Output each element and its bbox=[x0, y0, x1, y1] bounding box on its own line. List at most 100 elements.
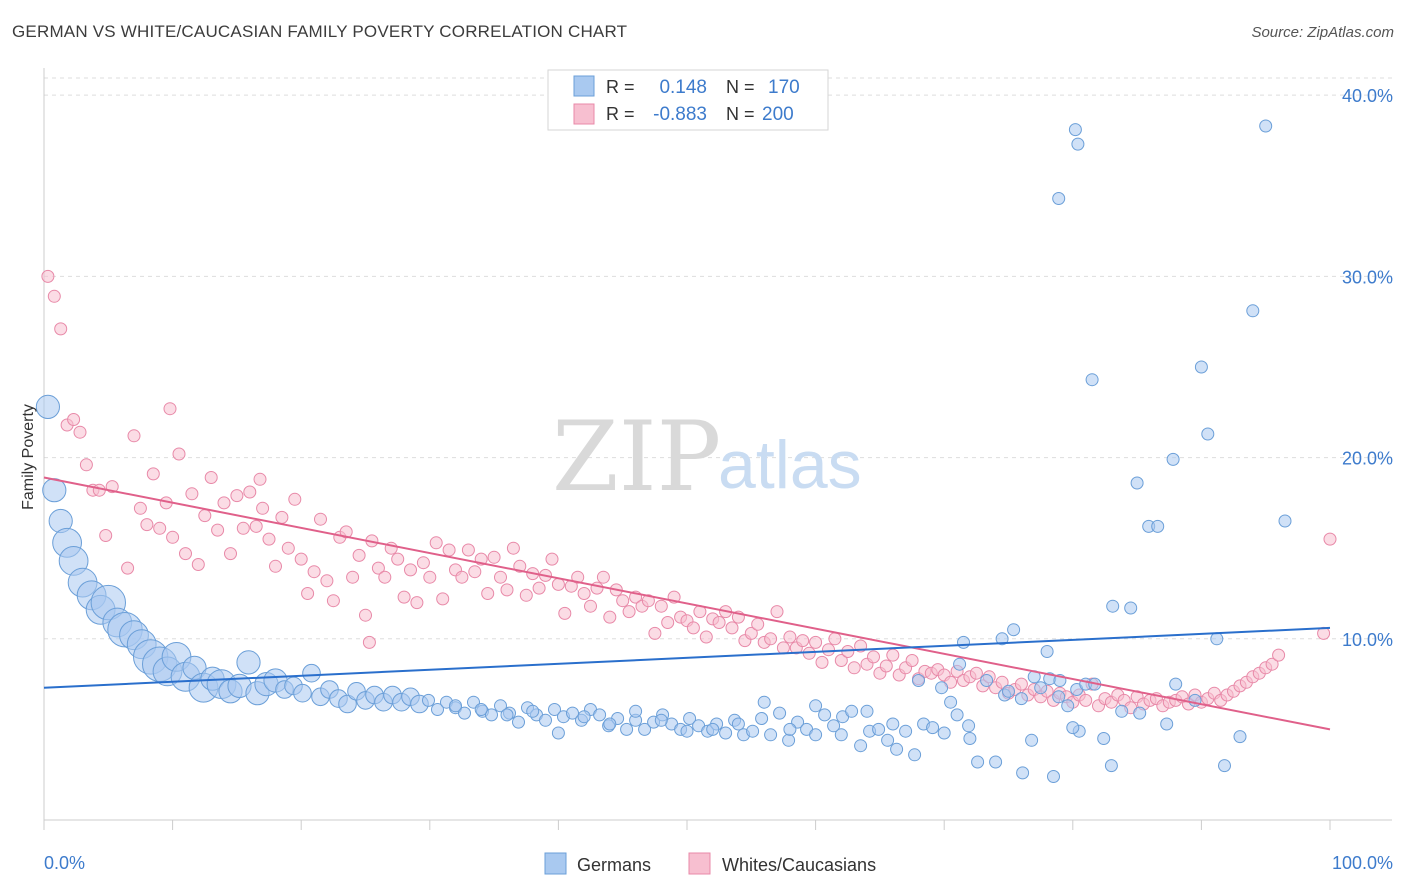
x-tick-label-0: 0.0% bbox=[44, 853, 85, 873]
bottom-legend-swatch-germans bbox=[544, 852, 567, 875]
whites-point-45 bbox=[339, 525, 353, 539]
germans-point-121 bbox=[1115, 704, 1129, 718]
germans-point-122 bbox=[1124, 601, 1138, 615]
whites-point-21 bbox=[185, 487, 199, 501]
whites-point-83 bbox=[584, 599, 597, 613]
whites-point-57 bbox=[416, 556, 430, 570]
germans-point-143 bbox=[757, 695, 771, 709]
germans-point-168 bbox=[1246, 304, 1260, 318]
whites-point-129 bbox=[879, 659, 893, 673]
legend-n-label-2: N = bbox=[726, 104, 755, 124]
whites-point-85 bbox=[596, 570, 610, 584]
whites-point-84 bbox=[590, 581, 604, 595]
germans-point-51 bbox=[485, 708, 498, 722]
legend-r-value-2: -0.883 bbox=[653, 104, 707, 125]
whites-point-46 bbox=[346, 570, 360, 584]
germans-point-146 bbox=[680, 724, 694, 738]
germans-point-138 bbox=[886, 717, 900, 731]
whites-point-14 bbox=[140, 518, 154, 532]
germans-point-130 bbox=[1040, 645, 1054, 658]
y-axis-label: Family Poverty bbox=[20, 404, 37, 510]
whites-point-4 bbox=[67, 413, 81, 426]
legend-swatch-whites bbox=[573, 103, 595, 125]
germans-point-30 bbox=[293, 683, 312, 703]
germans-point-63 bbox=[593, 708, 607, 722]
germans-point-160 bbox=[1047, 770, 1060, 783]
whites-point-189 bbox=[1265, 657, 1279, 671]
germans-point-158 bbox=[1201, 427, 1215, 441]
legend-r-label-1: R = bbox=[606, 77, 635, 97]
whites-point-124 bbox=[847, 661, 861, 675]
germans-point-92 bbox=[854, 739, 868, 753]
y-tick-label-0: 10.0% bbox=[1342, 630, 1393, 650]
germans-point-162 bbox=[1166, 452, 1180, 466]
germans-point-87 bbox=[809, 728, 823, 742]
germans-point-68 bbox=[638, 722, 652, 736]
germans-point-66 bbox=[620, 722, 634, 736]
whites-point-81 bbox=[571, 570, 585, 584]
whites-point-58 bbox=[423, 570, 437, 584]
whites-point-43 bbox=[326, 594, 340, 608]
germans-point-170 bbox=[1278, 514, 1292, 528]
whites-point-120 bbox=[822, 643, 835, 657]
whites-point-18 bbox=[166, 530, 180, 544]
germans-point-173 bbox=[1052, 192, 1066, 205]
whites-point-114 bbox=[783, 630, 797, 644]
whites-point-6 bbox=[79, 458, 93, 472]
germans-point-45 bbox=[431, 703, 444, 716]
germans-point-96 bbox=[890, 742, 904, 756]
germans-point-112 bbox=[1034, 681, 1048, 695]
whites-point-56 bbox=[410, 596, 424, 610]
whites-point-92 bbox=[641, 594, 655, 608]
germans-point-0 bbox=[35, 394, 61, 419]
whites-point-112 bbox=[770, 605, 784, 619]
whites-point-79 bbox=[558, 606, 572, 620]
legend-n-value-2: 200 bbox=[762, 104, 794, 125]
whites-point-63 bbox=[455, 570, 469, 584]
whites-point-20 bbox=[179, 547, 192, 561]
whites-point-60 bbox=[436, 592, 450, 606]
germans-point-126 bbox=[1160, 717, 1174, 731]
germans-point-100 bbox=[926, 721, 940, 735]
germans-point-111 bbox=[1025, 733, 1039, 747]
whites-point-103 bbox=[712, 616, 726, 629]
whites-point-65 bbox=[468, 565, 482, 579]
germans-point-163 bbox=[1066, 721, 1080, 735]
axes bbox=[43, 68, 1392, 830]
whites-point-190 bbox=[1272, 648, 1286, 662]
germans-point-152 bbox=[526, 704, 540, 718]
germans-point-159 bbox=[1085, 373, 1099, 387]
whites-point-194 bbox=[253, 472, 267, 486]
whites-point-73 bbox=[519, 588, 533, 602]
whites-point-147 bbox=[995, 675, 1009, 689]
whites-point-160 bbox=[1079, 693, 1093, 707]
trend-lines bbox=[43, 476, 1331, 731]
whites-point-99 bbox=[686, 621, 700, 635]
whites-point-54 bbox=[397, 590, 411, 604]
germans-point-58 bbox=[548, 703, 561, 716]
germans-point-77 bbox=[719, 726, 733, 740]
whites-point-8 bbox=[92, 483, 106, 497]
whites-point-47 bbox=[352, 548, 366, 562]
germans-point-105 bbox=[971, 755, 985, 769]
whites-point-36 bbox=[281, 541, 295, 555]
whites-point-95 bbox=[661, 616, 675, 629]
whites-trend-line bbox=[43, 476, 1331, 731]
germans-point-171 bbox=[1068, 123, 1082, 137]
whites-point-116 bbox=[796, 634, 810, 648]
germans-point-115 bbox=[1061, 699, 1075, 713]
bottom-legend: Germans Whites/Caucasians bbox=[544, 852, 876, 875]
whites-point-108 bbox=[744, 626, 758, 640]
whites-point-67 bbox=[481, 587, 495, 600]
germans-point-97 bbox=[899, 724, 913, 738]
whites-point-64 bbox=[461, 543, 475, 557]
germans-point-125 bbox=[1151, 519, 1165, 533]
whites-point-61 bbox=[442, 543, 456, 557]
germans-point-54 bbox=[512, 715, 525, 729]
whites-point-59 bbox=[429, 536, 443, 550]
germans-point-60 bbox=[566, 706, 579, 720]
whites-point-121 bbox=[828, 632, 842, 646]
germans-point-57 bbox=[539, 713, 552, 727]
germans-point-83 bbox=[773, 706, 787, 720]
germans-point-142 bbox=[783, 722, 797, 736]
